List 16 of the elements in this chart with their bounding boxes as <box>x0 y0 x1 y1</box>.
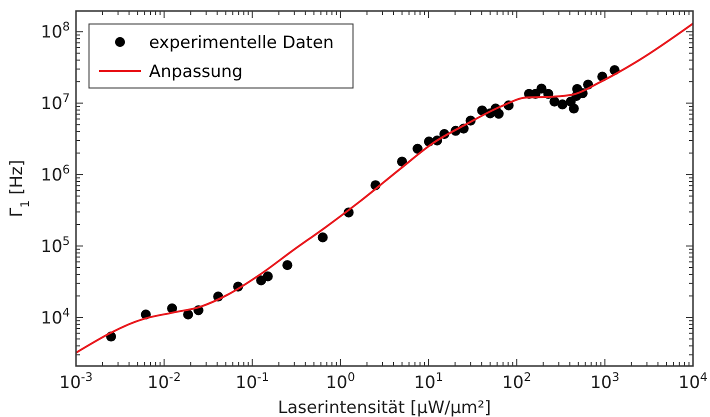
y-tick-label: 10$^{5}$ <box>40 234 70 258</box>
x-tick-label: 10$^{3}$ <box>590 370 620 393</box>
x-tick-label: 10$^{-3}$ <box>59 370 93 393</box>
legend-label: Anpassung <box>149 62 243 82</box>
y-tick-label: 10$^{6}$ <box>40 162 70 186</box>
x-axis-title: Laserintensität [µW/µm²] <box>278 398 492 417</box>
x-tick-label: 10$^{1}$ <box>414 370 444 393</box>
x-tick-label: 10$^{-1}$ <box>236 370 270 393</box>
y-tick-label: 10$^{4}$ <box>40 305 70 328</box>
x-tick-label: 10$^{2}$ <box>502 370 532 393</box>
legend-label: experimentelle Daten <box>149 33 334 53</box>
x-tick-label: 10$^{-2}$ <box>147 370 181 393</box>
x-tick-label: 10$^{0}$ <box>326 370 356 393</box>
x-tick-label: 10$^{4}$ <box>678 370 708 393</box>
y-tick-label: 10$^{8}$ <box>40 20 70 43</box>
y-tick-label: 10$^{7}$ <box>40 91 70 114</box>
